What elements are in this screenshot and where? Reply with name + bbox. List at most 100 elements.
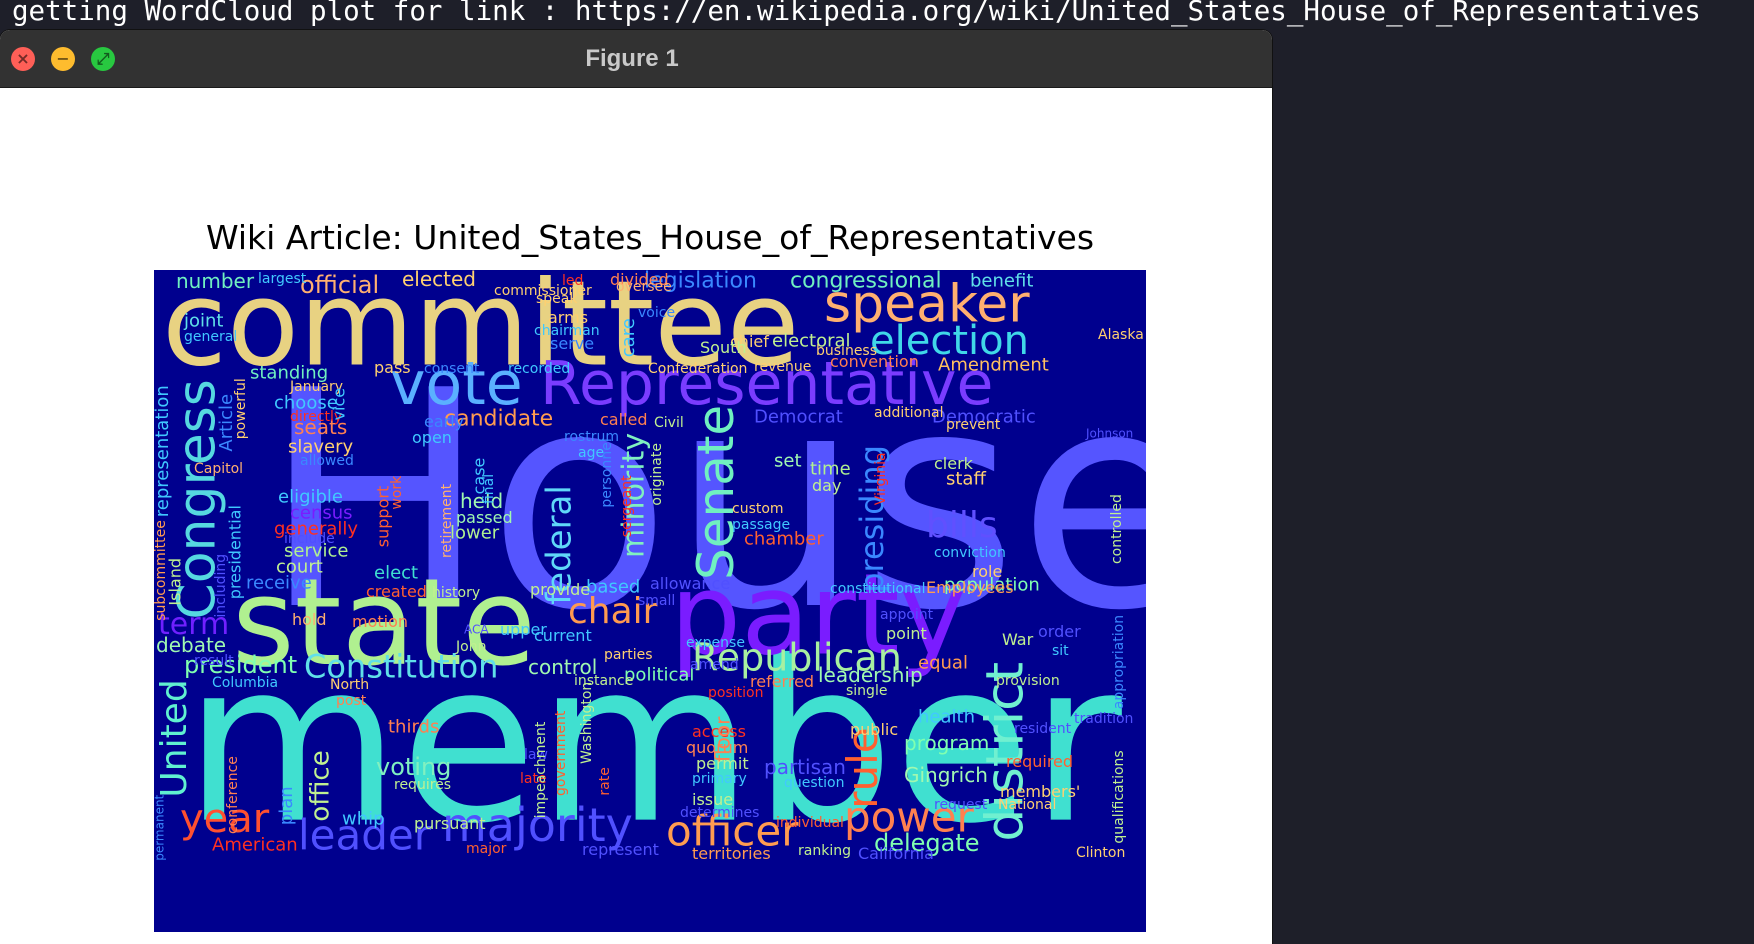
word-led: led — [562, 273, 583, 289]
word-constitutional: constitutional — [830, 581, 925, 597]
word-columbia: Columbia — [212, 675, 278, 691]
word-chamber: chamber — [744, 528, 824, 549]
zoom-icon: ⤢ — [96, 49, 110, 68]
word-confederation: Confederation — [648, 361, 747, 377]
wordcloud-background — [154, 270, 1146, 932]
word-consent: consent — [424, 361, 480, 377]
word-california: California — [858, 844, 934, 863]
word-business: business — [816, 343, 877, 359]
word-leadership: leadership — [818, 663, 923, 687]
word-recorded: recorded — [508, 361, 570, 377]
word-elect: elect — [374, 562, 418, 583]
word-representation: representation — [154, 385, 173, 517]
word-virginia: Virginia — [873, 452, 889, 505]
plot-title: Wiki Article: United_States_House_of_Rep… — [205, 218, 1095, 257]
word-public: public — [850, 720, 898, 739]
word-whip: whip — [342, 808, 385, 829]
word-party: party — [670, 551, 966, 681]
word-federal: federal — [540, 485, 580, 605]
word-john: John — [455, 639, 486, 655]
word-law: law — [524, 747, 548, 763]
word-parties: parties — [604, 647, 653, 663]
word-aca: ACA — [464, 623, 489, 637]
word-term: term — [158, 607, 229, 642]
word-originate: originate — [649, 443, 665, 506]
word-determines: determines — [680, 805, 759, 821]
word-speaker: speaker — [824, 275, 1030, 335]
word-tradition: tradition — [1074, 711, 1133, 727]
word-floor: floor — [711, 716, 735, 762]
word-individual: individual — [776, 815, 844, 831]
word-house: House — [262, 327, 1146, 676]
word-voice: voice — [638, 305, 675, 321]
word-article: Article — [216, 394, 237, 452]
word-work: work — [389, 475, 405, 510]
word-history: history — [432, 585, 480, 601]
word-joint: joint — [183, 310, 223, 331]
word-generally: generally — [274, 518, 358, 539]
word-rate: rate — [597, 767, 613, 795]
word-program: program — [904, 731, 989, 755]
word-clinton: Clinton — [1076, 845, 1125, 861]
word-role: role — [972, 562, 1002, 581]
close-button[interactable]: × — [11, 47, 35, 71]
minimize-button[interactable]: − — [51, 47, 75, 71]
word-time: time — [810, 458, 851, 479]
word-arms: arms — [548, 308, 588, 327]
word-held: held — [460, 489, 503, 513]
word-resident: resident — [1014, 721, 1072, 737]
word-thirds: thirds — [388, 716, 439, 737]
word-year: year — [180, 796, 270, 842]
word-issue: issue — [692, 790, 733, 809]
word-upper: upper — [500, 620, 547, 639]
word-partisan: partisan — [764, 755, 846, 779]
word-result: result — [194, 653, 234, 669]
word-represent: represent — [582, 840, 659, 859]
word-equal: equal — [918, 652, 968, 673]
word-sergeant: sergeant — [619, 475, 635, 537]
word-post: post — [336, 693, 367, 709]
word-order: order — [1038, 622, 1081, 641]
word-controlled: controlled — [1109, 494, 1125, 564]
word-passed: passed — [456, 508, 513, 527]
word-prevent: prevent — [946, 417, 1001, 433]
word-plan: plan — [276, 786, 297, 825]
window-titlebar[interactable]: × − ⤢ Figure 1 — [0, 30, 1272, 88]
word-chairman: chairman — [534, 323, 600, 339]
word-convention: convention — [830, 352, 919, 371]
word-president: president — [184, 651, 297, 679]
word-democrat: Democrat — [754, 406, 843, 427]
word-capitol: Capitol — [194, 461, 243, 477]
word-instance: instance — [574, 673, 633, 689]
word-alaska: Alaska — [1098, 327, 1144, 343]
word-lower: lower — [450, 522, 500, 543]
word-general: general — [184, 329, 237, 345]
word-state: state — [232, 554, 536, 693]
word-chair: chair — [568, 591, 658, 632]
word-impeachment: impeachment — [533, 721, 549, 818]
word-seats: seats — [294, 415, 347, 439]
word-referred: referred — [750, 672, 814, 691]
word-include: include — [284, 531, 335, 547]
word-senate: Senate — [687, 405, 745, 580]
word-late: late — [520, 771, 547, 787]
word-democratic: Democratic — [932, 406, 1036, 427]
word-vote: vote — [390, 349, 523, 419]
word-case: case — [469, 458, 488, 495]
figure-window: × − ⤢ Figure 1 Wiki Article: United_Stat… — [0, 30, 1272, 944]
word-national: National — [998, 797, 1056, 813]
word-ranking: ranking — [798, 843, 851, 859]
word-request: request — [934, 797, 988, 813]
word-created: created — [366, 582, 427, 601]
word-amendment: Amendment — [938, 354, 1049, 375]
word-leader: leader — [298, 811, 432, 860]
word-political: political — [624, 664, 694, 685]
word-officer: officer — [666, 807, 799, 856]
word-hold: hold — [292, 610, 327, 629]
zoom-button[interactable]: ⤢ — [91, 47, 115, 71]
word-small: small — [638, 593, 675, 609]
figure-canvas: Wiki Article: United_States_House_of_Rep… — [0, 88, 1272, 944]
wordcloud-image: House member committee state party Representa… — [154, 270, 1146, 932]
word-requires: requires — [394, 777, 451, 793]
word-permanent: permanent — [154, 794, 166, 860]
